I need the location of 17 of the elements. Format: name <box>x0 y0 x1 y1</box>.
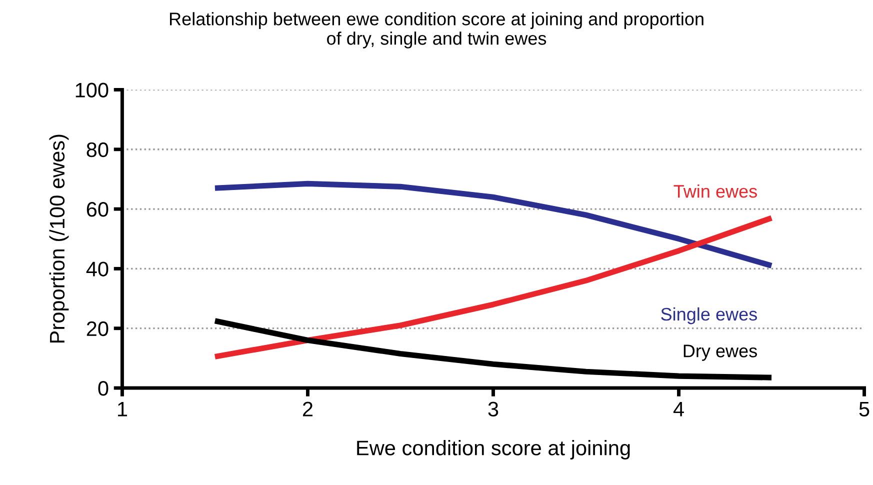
y-tick-label: 60 <box>86 202 108 217</box>
y-axis-title: Proportion (/100 ewes) <box>49 134 69 343</box>
y-tick-label: 20 <box>86 321 108 336</box>
text: Single ewes <box>661 307 757 324</box>
chart-title: Relationship between ewe condition score at joining and proportion of dry, single and twin ewes <box>170 12 704 48</box>
x-tick-label: 2 <box>302 402 312 416</box>
x-tick-label: 5 <box>859 402 870 416</box>
x-tick-label: 1 <box>118 402 127 416</box>
x-tick-label: 4 <box>673 402 684 416</box>
x-axis-title: Ewe condition score at joining <box>357 440 630 460</box>
series-label: Dry ewes <box>684 344 757 361</box>
y-tick-label: 80 <box>86 142 108 158</box>
series-label: Twin ewes <box>674 184 757 198</box>
y-tick-label: 100 <box>76 82 108 98</box>
y-tick-label: 40 <box>86 262 108 276</box>
y-tick-label: 0 <box>98 381 108 396</box>
x-tick-label: 3 <box>488 402 498 416</box>
